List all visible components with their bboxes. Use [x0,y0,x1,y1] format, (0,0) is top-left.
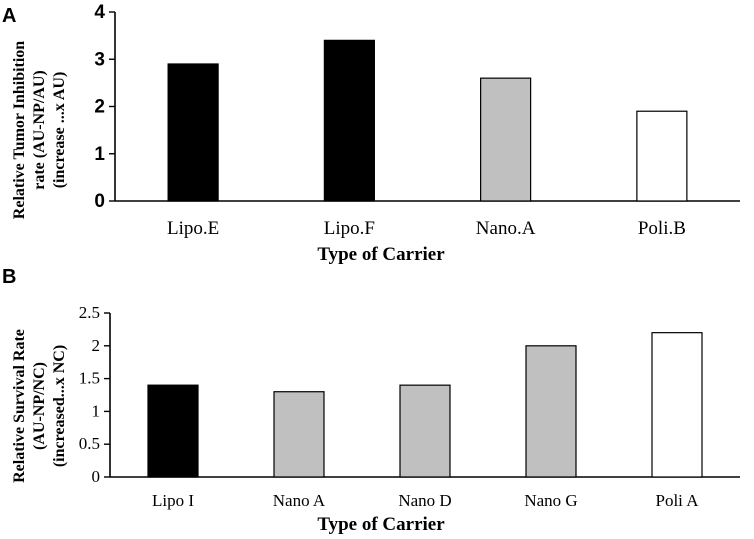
bar-lipo-i [147,384,199,478]
bar-nano-a [273,391,325,478]
x-tick-label: Nano G [524,491,577,510]
x-tick-label: Nano D [398,491,451,510]
y-tick-label: 1.5 [79,369,100,388]
panel-b-x-tick-labels: Lipo I Nano A Nano D Nano G Poli A [152,491,699,510]
panel-a-axes [109,11,740,202]
x-tick-label: Poli A [656,491,700,510]
bar-lipo-e [167,63,219,202]
panel-a-label: A [2,5,16,27]
panel-b-y-axis-title: Relative Survival Rate (AU-NP/NC) (increas… [11,329,68,483]
x-tick-label: Lipo.E [167,218,219,239]
x-tick-label: Lipo.F [324,218,375,239]
y-tick-label: 0 [94,191,105,212]
y-tick-label: 1 [92,401,101,420]
panel-b-y-tick-labels: 0 0.5 1 1.5 2 2.5 [79,303,100,486]
y-tick-label: 2.5 [79,303,100,322]
panel-b: B Relative Survival Rate (AU-NP/NC) (incre… [2,266,740,535]
panel-a-x-axis-title: Type of Carrier [317,244,445,265]
x-tick-label: Nano.A [476,218,536,239]
panel-a-x-tick-labels: Lipo.E Lipo.F Nano.A Poli.B [167,218,686,239]
bar-poli-b [636,110,688,202]
y-tick-label: 3 [94,49,105,70]
bar-nano-a [480,77,532,202]
panel-b-label: B [2,266,16,288]
x-tick-label: Lipo I [152,491,194,510]
panel-a-bars [167,39,688,202]
bar-nano-d [399,384,451,478]
bar-lipo-f [323,39,375,202]
panel-a-y-axis-title: Relative Tumor Inhibition rate (AU-NP/AU)… [11,41,68,220]
y-axis-title-line: rate (AU-NP/AU) [31,70,48,190]
y-axis-title-line: (increase ...x AU) [51,72,68,189]
y-tick-label: 1 [94,144,105,165]
panel-a-y-tick-labels: 0 1 2 3 4 [94,2,105,212]
y-tick-label: 2 [92,336,101,355]
panel-a: A Relative Tumor Inhibition rate (AU-NP/A… [2,2,740,265]
y-tick-label: 2 [94,97,105,118]
bar-nano-g [525,345,577,478]
panel-b-x-axis-title: Type of Carrier [317,514,445,535]
y-axis-title-line: (increased...x NC) [51,345,68,467]
y-tick-label: 0 [92,467,101,486]
x-tick-label: Nano A [273,491,326,510]
y-axis-title-line: Relative Survival Rate [11,329,28,483]
x-tick-label: Poli.B [638,218,686,239]
y-axis-title-line: (AU-NP/NC) [31,362,48,450]
y-tick-label: 4 [94,2,105,23]
y-axis-title-line: Relative Tumor Inhibition [11,41,28,220]
panel-b-bars [147,332,703,478]
bar-poli-a [651,332,703,478]
y-tick-label: 0.5 [79,434,100,453]
